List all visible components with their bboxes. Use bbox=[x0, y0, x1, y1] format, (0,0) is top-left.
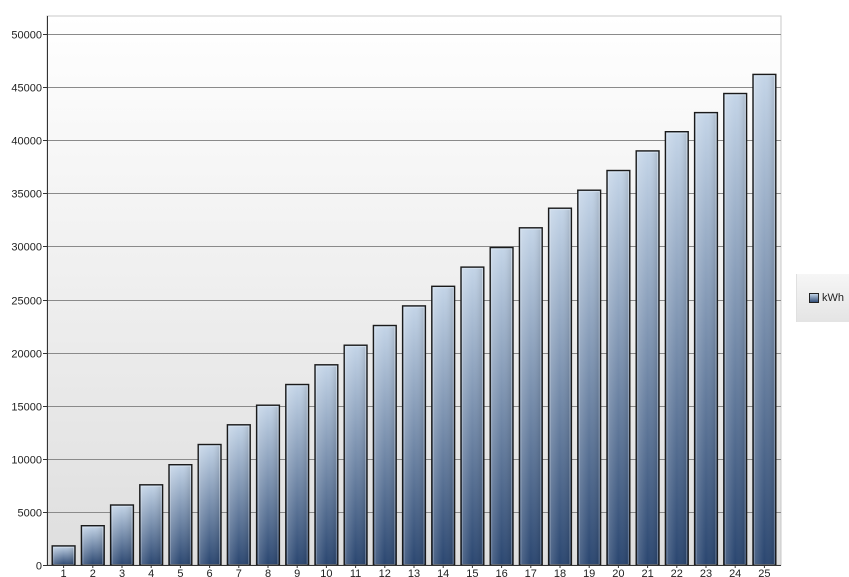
bar-highlight bbox=[374, 326, 396, 565]
y-tick-label: 50000 bbox=[11, 30, 42, 42]
bar-highlight bbox=[520, 228, 542, 565]
bar-highlight bbox=[754, 75, 775, 565]
x-tick-label: 20 bbox=[612, 568, 624, 577]
x-tick-labels: 1 2 3 4 5 6 7 8 9 10 11 12 13 14 15 16 17 18 19 20 21 22 23 24 2… bbox=[61, 565, 771, 577]
x-tick-label: 9 bbox=[294, 568, 300, 577]
bar-highlight bbox=[695, 113, 717, 565]
legend-label-kwh: kWh bbox=[822, 292, 844, 304]
bar-highlight bbox=[228, 425, 250, 565]
y-tick-label: 35000 bbox=[11, 189, 42, 201]
x-tick-label: 6 bbox=[207, 568, 213, 577]
y-tick-label: 40000 bbox=[11, 136, 42, 148]
y-tick-labels: 0 5000 10000 15000 20000 25000 30000 35000 40000… bbox=[11, 30, 42, 573]
x-tick-label: 17 bbox=[525, 568, 537, 577]
bar-highlight bbox=[578, 191, 600, 565]
bar-highlight bbox=[666, 132, 688, 565]
bar-highlight bbox=[170, 465, 191, 565]
x-tick-label: 24 bbox=[729, 568, 741, 577]
bar-highlight bbox=[82, 526, 104, 565]
bar-highlight bbox=[53, 547, 74, 565]
x-tick-label: 23 bbox=[700, 568, 712, 577]
x-tick-label: 2 bbox=[90, 568, 96, 577]
legend-swatch-kwh bbox=[809, 293, 819, 303]
bar-highlight bbox=[316, 365, 337, 565]
x-tick-label: 22 bbox=[671, 568, 683, 577]
x-tick-label: 7 bbox=[236, 568, 242, 577]
x-tick-label: 12 bbox=[379, 568, 391, 577]
y-tick-label: 5000 bbox=[18, 508, 42, 520]
legend: kWh bbox=[796, 274, 849, 322]
x-tick-label: 13 bbox=[408, 568, 420, 577]
bar-highlight bbox=[432, 287, 454, 565]
x-tick-label: 18 bbox=[554, 568, 566, 577]
bar-highlight bbox=[608, 171, 629, 565]
y-tick-label: 30000 bbox=[11, 242, 42, 254]
y-tick-label: 25000 bbox=[11, 296, 42, 308]
bar-highlight bbox=[491, 248, 512, 565]
x-tick-label: 1 bbox=[61, 568, 67, 577]
bars bbox=[51, 73, 777, 566]
bar-highlight bbox=[637, 151, 658, 565]
x-tick-label: 11 bbox=[350, 568, 361, 577]
bar-highlight bbox=[549, 209, 571, 565]
x-tick-label: 15 bbox=[466, 568, 478, 577]
y-tick-label: 45000 bbox=[11, 83, 42, 95]
bar-highlight bbox=[199, 445, 220, 565]
bar-highlight bbox=[111, 506, 133, 565]
x-tick-label: 25 bbox=[758, 568, 770, 577]
y-tick-label: 20000 bbox=[11, 349, 42, 361]
x-tick-label: 3 bbox=[119, 568, 125, 577]
x-tick-label: 16 bbox=[495, 568, 507, 577]
y-tick-label: 15000 bbox=[11, 402, 42, 414]
bar-highlight bbox=[286, 385, 308, 565]
bar-highlight bbox=[345, 346, 366, 565]
x-tick-label: 21 bbox=[641, 568, 653, 577]
x-tick-label: 4 bbox=[148, 568, 154, 577]
x-tick-label: 19 bbox=[583, 568, 595, 577]
y-tick-label: 10000 bbox=[11, 455, 42, 467]
x-tick-label: 14 bbox=[437, 568, 449, 577]
y-tick-label: 0 bbox=[36, 561, 42, 573]
bar-highlight bbox=[724, 94, 746, 565]
bar-highlight bbox=[140, 485, 162, 565]
x-tick-label: 5 bbox=[177, 568, 183, 577]
bar-highlight bbox=[403, 306, 425, 565]
bar-highlight bbox=[462, 268, 483, 565]
x-tick-label: 8 bbox=[265, 568, 271, 577]
bar-highlight bbox=[257, 406, 279, 565]
x-tick-label: 10 bbox=[320, 568, 332, 577]
